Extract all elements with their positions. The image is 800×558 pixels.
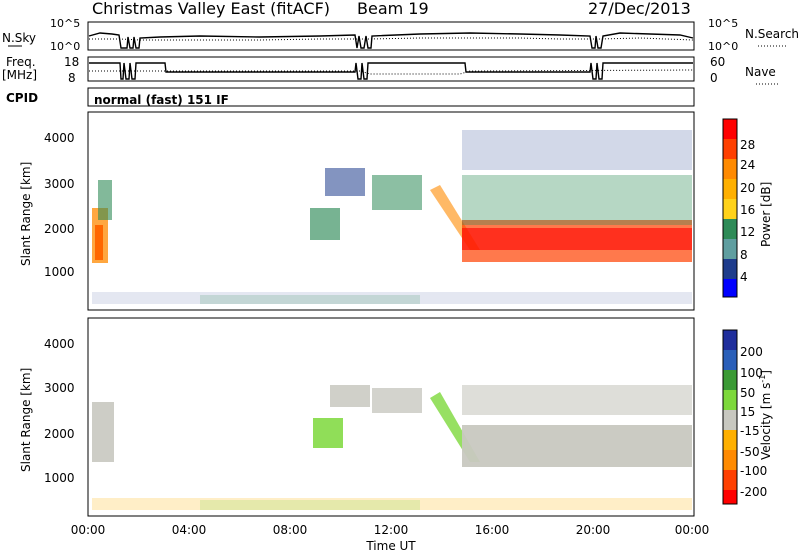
power-noise-floor <box>92 292 692 304</box>
freq-label: Freq. <box>6 55 36 69</box>
xtick-2000: 20:00 <box>576 523 611 537</box>
power-ylabel: Slant Range [km] <box>19 162 33 266</box>
nave-tick-top: 60 <box>710 55 725 69</box>
power-ytick-2000: 2000 <box>44 222 75 236</box>
nsky-tick-bottom: 10^0 <box>50 40 80 53</box>
beam-label: Beam 19 <box>357 0 429 18</box>
power-cbar-tick-4: 4 <box>740 270 748 284</box>
power-scatter <box>92 130 692 304</box>
nave-label: Nave <box>745 65 776 79</box>
velocity-cbar-tick-m15: -15 <box>740 424 760 438</box>
power-echo-evening-core <box>462 228 692 250</box>
velocity-echo-early <box>92 402 114 462</box>
velocity-colorbar <box>722 329 738 505</box>
xtick-0000: 00:00 <box>71 523 106 537</box>
power-ytick-4000: 4000 <box>44 131 75 145</box>
power-panel: 4000 3000 2000 1000 Slant Range [km] 28 … <box>19 111 773 311</box>
power-echo-evening-high <box>462 130 692 170</box>
power-ytick-1000: 1000 <box>44 265 75 279</box>
power-cbar-tick-16: 16 <box>740 203 755 217</box>
velocity-cbar-tick-15: 15 <box>740 405 755 419</box>
power-echo-1000 <box>325 168 365 196</box>
velocity-cbar-tick-m100: -100 <box>740 464 767 478</box>
power-cbar-tick-12: 12 <box>740 225 755 239</box>
power-cbar-tick-24: 24 <box>740 158 755 172</box>
power-echo-early <box>92 208 108 263</box>
velocity-ytick-4000: 4000 <box>44 337 75 351</box>
power-ytick-3000: 3000 <box>44 177 75 191</box>
velocity-ylabel: Slant Range [km] <box>19 368 33 472</box>
power-cbar-tick-28: 28 <box>740 138 755 152</box>
xtick-1200: 12:00 <box>374 523 409 537</box>
nave-tick-bottom: 0 <box>710 71 718 85</box>
freq-units: [MHz] <box>2 68 37 82</box>
velocity-cbar-tick-m50: -50 <box>740 445 760 459</box>
xtick-2400: 00:00 <box>675 523 710 537</box>
nsky-tick-top: 10^5 <box>50 17 80 30</box>
power-cbar-tick-20: 20 <box>740 181 755 195</box>
velocity-echo-evening-upper <box>462 385 692 415</box>
power-echo-0830 <box>310 208 340 240</box>
velocity-cbar-tick-m200: -200 <box>740 485 767 499</box>
freq-panel: Freq. [MHz] 18 8 60 0 Nave <box>2 55 780 85</box>
power-echo-1200 <box>372 175 422 210</box>
velocity-echo-1000 <box>330 385 370 407</box>
nsearch-tick-bottom: 10^0 <box>708 40 738 53</box>
velocity-panel: 4000 3000 2000 1000 Slant Range [km] 200… <box>19 317 773 517</box>
x-axis-label: Time UT <box>365 539 416 553</box>
velocity-cbar-tick-100: 100 <box>740 366 763 380</box>
velocity-echo-evening <box>462 425 692 467</box>
nsearch-tick-top: 10^5 <box>708 17 738 30</box>
power-y-ticks: 4000 3000 2000 1000 <box>44 131 75 279</box>
velocity-echo-0830 <box>313 418 343 448</box>
nsky-label: N.Sky <box>2 31 36 45</box>
velocity-y-ticks: 4000 3000 2000 1000 <box>44 337 75 485</box>
cpid-text: normal (fast) 151 IF <box>94 93 229 107</box>
cpid-panel: CPID normal (fast) 151 IF <box>6 87 695 107</box>
station-title: Christmas Valley East (fitACF) <box>92 0 330 18</box>
nsearch-trace <box>89 37 694 41</box>
velocity-cbar-tick-200: 200 <box>740 345 763 359</box>
power-cbar-tick-8: 8 <box>740 248 748 262</box>
velocity-noise-floor <box>92 498 692 510</box>
velocity-cbar-label: Velocity [m s-1] <box>758 370 773 460</box>
freq-trace <box>89 62 693 80</box>
cpid-label: CPID <box>6 91 38 105</box>
date-label: 27/Dec/2013 <box>588 0 691 18</box>
velocity-scatter <box>92 385 692 510</box>
nsky-trace <box>88 32 694 49</box>
velocity-ytick-2000: 2000 <box>44 427 75 441</box>
power-echo-early-upper <box>98 180 112 220</box>
power-echo-evening-upper <box>462 175 692 225</box>
power-colorbar-ticks: 28 24 20 16 12 8 4 <box>740 138 755 284</box>
nave-trace <box>89 69 694 75</box>
nsearch-label: N.Search <box>745 27 799 41</box>
velocity-colorbar-ticks: 200 100 50 15 -15 -50 -100 -200 <box>740 345 767 499</box>
power-cbar-label: Power [dB] <box>759 182 773 247</box>
xtick-0400: 04:00 <box>172 523 207 537</box>
velocity-echo-1200 <box>372 388 422 413</box>
freq-tick-bottom: 8 <box>68 71 76 85</box>
nsky-panel: N.Sky 10^5 10^0 10^5 10^0 N.Search <box>2 17 799 53</box>
velocity-ytick-3000: 3000 <box>44 381 75 395</box>
velocity-cbar-tick-50: 50 <box>740 386 755 400</box>
velocity-ytick-1000: 1000 <box>44 471 75 485</box>
x-axis: 00:00 04:00 08:00 12:00 16:00 20:00 00:0… <box>71 523 710 553</box>
power-colorbar <box>722 118 738 298</box>
xtick-0800: 08:00 <box>273 523 308 537</box>
xtick-1600: 16:00 <box>475 523 510 537</box>
freq-tick-top: 18 <box>64 55 79 69</box>
